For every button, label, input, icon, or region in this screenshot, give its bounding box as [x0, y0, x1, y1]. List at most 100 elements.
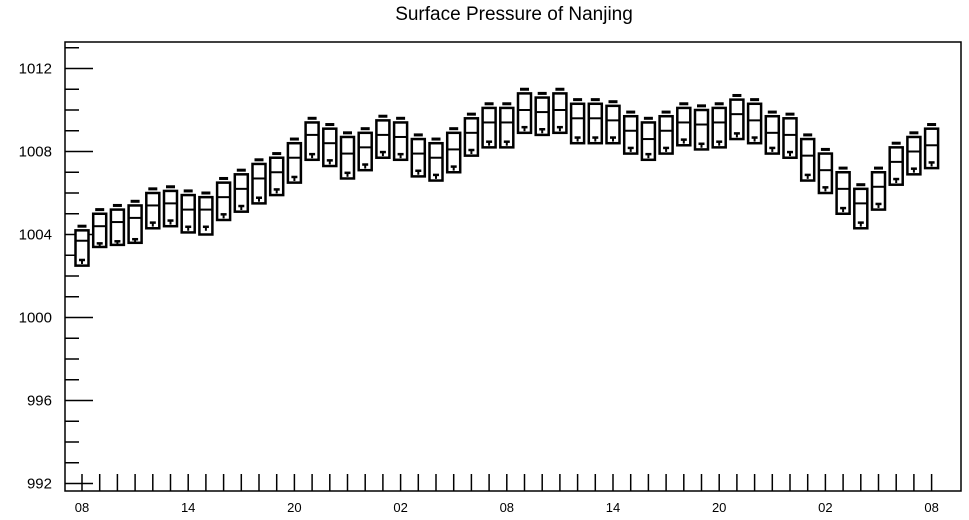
- x-tick-label: 20: [287, 500, 301, 515]
- box: [339, 131, 356, 180]
- box: [516, 87, 533, 135]
- box-body: [481, 106, 497, 149]
- box: [888, 141, 904, 186]
- x-tick-label: 08: [75, 500, 89, 515]
- box: [693, 104, 710, 151]
- box-body: [888, 146, 904, 186]
- box-body: [215, 181, 232, 222]
- y-tick-label: 996: [27, 393, 52, 410]
- box: [268, 152, 285, 197]
- box-body: [357, 131, 373, 172]
- box: [799, 133, 816, 182]
- box: [853, 183, 869, 230]
- box: [357, 127, 373, 172]
- box-body: [640, 121, 657, 162]
- y-tick-label: 992: [27, 476, 52, 493]
- box: [499, 102, 515, 149]
- x-axis: 08 14 20 02 08 14 20 02 08: [75, 474, 939, 515]
- box: [622, 110, 639, 155]
- box-body: [322, 127, 338, 168]
- box: [145, 187, 161, 230]
- x-tick-label: 14: [606, 500, 620, 515]
- box-body: [835, 171, 851, 215]
- box: [251, 158, 267, 205]
- box: [764, 110, 781, 155]
- box-body: [906, 135, 922, 176]
- box: [74, 224, 90, 267]
- box: [91, 208, 108, 249]
- x-tick-label: 08: [500, 500, 514, 515]
- box: [463, 112, 480, 157]
- box: [923, 123, 940, 170]
- box-body: [729, 98, 745, 141]
- box-body: [162, 189, 179, 228]
- box-body: [463, 117, 480, 157]
- box-body: [445, 131, 462, 174]
- box-body: [693, 108, 710, 151]
- box-body: [499, 106, 515, 149]
- x-tick-label: 20: [712, 500, 726, 515]
- box: [215, 176, 232, 222]
- box-body: [198, 195, 214, 236]
- box-body: [339, 135, 356, 180]
- box: [640, 116, 657, 162]
- box: [410, 133, 427, 178]
- box: [605, 100, 621, 145]
- box: [198, 191, 214, 236]
- box-body: [375, 119, 391, 159]
- box: [746, 98, 763, 145]
- box: [552, 87, 568, 135]
- box: [817, 147, 834, 195]
- box-body: [286, 141, 303, 184]
- box-body: [569, 102, 586, 145]
- box-body: [180, 193, 196, 234]
- box: [286, 137, 303, 184]
- chart-title: Surface Pressure of Nanjing: [395, 4, 633, 25]
- box-body: [268, 156, 285, 197]
- y-tick-label: 1000: [19, 310, 52, 327]
- box-body: [392, 121, 409, 162]
- box-body: [410, 137, 427, 178]
- box: [870, 166, 887, 211]
- box-body: [251, 162, 267, 205]
- x-tick-label: 02: [818, 500, 832, 515]
- box: [162, 185, 179, 228]
- box-body: [304, 121, 320, 162]
- box: [569, 98, 586, 145]
- box: [711, 102, 727, 149]
- box-body: [622, 114, 639, 155]
- box: [782, 112, 798, 159]
- y-tick-label: 1008: [19, 144, 52, 161]
- box-body: [145, 191, 161, 230]
- box: [233, 168, 250, 213]
- box-body: [587, 102, 604, 145]
- box: [180, 189, 196, 234]
- y-tick-label: 1004: [19, 227, 52, 244]
- box-body: [127, 204, 143, 245]
- box-body: [233, 173, 250, 213]
- x-tick-label: 08: [924, 500, 938, 515]
- box: [445, 127, 462, 174]
- box-body: [923, 127, 940, 170]
- box: [109, 203, 126, 247]
- box: [481, 102, 497, 149]
- box: [392, 116, 409, 162]
- box-body: [91, 212, 108, 249]
- box-body: [746, 102, 763, 145]
- box: [729, 93, 745, 141]
- box-body: [74, 229, 90, 267]
- plot-frame: [64, 41, 962, 492]
- box-body: [658, 114, 674, 155]
- box: [587, 98, 604, 145]
- box: [375, 114, 391, 159]
- box-body: [799, 137, 816, 182]
- box-series: [74, 87, 940, 267]
- box: [428, 137, 444, 182]
- box-body: [552, 92, 568, 135]
- y-tick-label: 1012: [19, 61, 52, 78]
- box: [322, 123, 338, 168]
- box-body: [817, 152, 834, 195]
- x-tick-label: 02: [393, 500, 407, 515]
- box: [304, 116, 320, 162]
- box: [127, 199, 143, 245]
